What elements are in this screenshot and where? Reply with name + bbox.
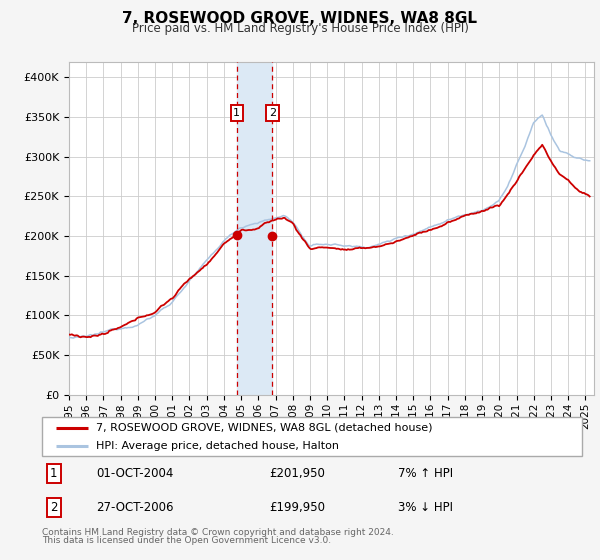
Text: 2: 2: [50, 501, 58, 514]
Text: £199,950: £199,950: [269, 501, 325, 514]
Text: This data is licensed under the Open Government Licence v3.0.: This data is licensed under the Open Gov…: [42, 536, 331, 545]
Text: £201,950: £201,950: [269, 467, 325, 480]
Text: Contains HM Land Registry data © Crown copyright and database right 2024.: Contains HM Land Registry data © Crown c…: [42, 528, 394, 536]
FancyBboxPatch shape: [42, 417, 582, 456]
Text: 1: 1: [50, 467, 58, 480]
Text: 1: 1: [233, 108, 241, 118]
Text: 7, ROSEWOOD GROVE, WIDNES, WA8 8GL: 7, ROSEWOOD GROVE, WIDNES, WA8 8GL: [122, 11, 478, 26]
Text: Price paid vs. HM Land Registry's House Price Index (HPI): Price paid vs. HM Land Registry's House …: [131, 22, 469, 35]
Text: 27-OCT-2006: 27-OCT-2006: [96, 501, 173, 514]
Text: 7, ROSEWOOD GROVE, WIDNES, WA8 8GL (detached house): 7, ROSEWOOD GROVE, WIDNES, WA8 8GL (deta…: [96, 423, 433, 433]
Bar: [237, 62, 272, 395]
Text: HPI: Average price, detached house, Halton: HPI: Average price, detached house, Halt…: [96, 441, 339, 451]
Text: 7% ↑ HPI: 7% ↑ HPI: [398, 467, 454, 480]
Text: 3% ↓ HPI: 3% ↓ HPI: [398, 501, 454, 514]
Text: 2: 2: [269, 108, 276, 118]
Text: 01-OCT-2004: 01-OCT-2004: [96, 467, 173, 480]
